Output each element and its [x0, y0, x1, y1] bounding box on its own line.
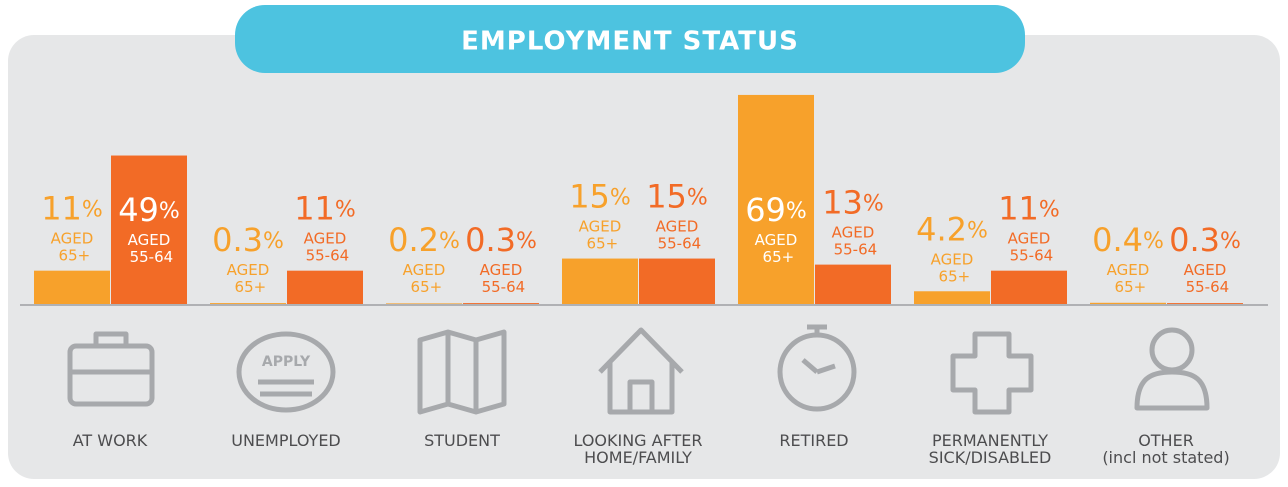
- series-label: AGED 55-64: [829, 223, 877, 258]
- value-label: 11%: [41, 190, 103, 228]
- series-label: AGED 65+: [227, 261, 270, 296]
- house-icon: [598, 327, 684, 415]
- apply-icon: [236, 331, 336, 413]
- series-label: AGED 55-64: [477, 261, 525, 296]
- series-label: AGED 65+: [931, 250, 974, 285]
- bar: [815, 264, 891, 304]
- map-icon: [417, 329, 507, 415]
- category-label: STUDENT: [424, 431, 500, 450]
- value-label: 0.2%: [388, 221, 460, 259]
- series-label: AGED 55-64: [301, 229, 349, 264]
- bar: [287, 270, 363, 304]
- value-label: 0.3%: [1169, 221, 1241, 259]
- series-label: AGED 65+: [1107, 261, 1150, 296]
- bar: [463, 303, 539, 304]
- value-label: 0.4%: [1092, 221, 1164, 259]
- bar: [738, 94, 814, 305]
- apply-lines: [258, 379, 314, 397]
- value-label: 15%: [646, 178, 708, 216]
- series-label: AGED 65+: [755, 231, 798, 266]
- bar: [562, 258, 638, 304]
- value-label: 69%: [745, 191, 807, 229]
- icons: APPLY: [67, 324, 1210, 415]
- bar: [111, 155, 187, 304]
- value-label: 49%: [118, 191, 180, 229]
- chart-title: EMPLOYMENT STATUS: [461, 27, 799, 57]
- cross-icon: [950, 331, 1034, 415]
- value-label: 11%: [998, 190, 1060, 228]
- series-label: AGED 55-64: [653, 217, 701, 252]
- series-label: AGED 55-64: [125, 231, 173, 266]
- category-label: PERMANENTLY SICK/DISABLED: [928, 431, 1052, 467]
- bar: [1167, 303, 1243, 304]
- bar: [34, 270, 110, 304]
- person-body: [1134, 369, 1210, 411]
- series-label: AGED 55-64: [1181, 261, 1229, 296]
- category-label: AT WORK: [72, 431, 148, 450]
- bar: [386, 303, 462, 304]
- bar: [639, 258, 715, 304]
- category-label: UNEMPLOYED: [231, 431, 341, 450]
- series-label: AGED 65+: [51, 229, 94, 264]
- bar: [210, 303, 286, 304]
- category-label: OTHER (incl not stated): [1102, 431, 1230, 467]
- bar: [1090, 302, 1166, 304]
- stopwatch-hands: [801, 324, 836, 375]
- value-label: 0.3%: [212, 221, 284, 259]
- briefcase-handle: [70, 331, 152, 375]
- apply-text: APPLY: [262, 354, 311, 370]
- bar: [991, 270, 1067, 304]
- briefcase-icon: [67, 343, 155, 407]
- value-label: 13%: [822, 184, 884, 222]
- category-label: RETIRED: [779, 431, 849, 450]
- category-label: LOOKING AFTER HOME/FAMILY: [573, 431, 703, 467]
- series-label: AGED 65+: [579, 217, 622, 252]
- title-pill: [235, 5, 1025, 73]
- value-label: 15%: [569, 178, 631, 216]
- series-label: AGED 55-64: [1005, 229, 1053, 264]
- panel: [8, 35, 1280, 479]
- bar: [914, 291, 990, 304]
- value-label: 4.2%: [916, 210, 988, 248]
- value-label: 11%: [294, 190, 356, 228]
- series-label: AGED 65+: [403, 261, 446, 296]
- value-label: 0.3%: [465, 221, 537, 259]
